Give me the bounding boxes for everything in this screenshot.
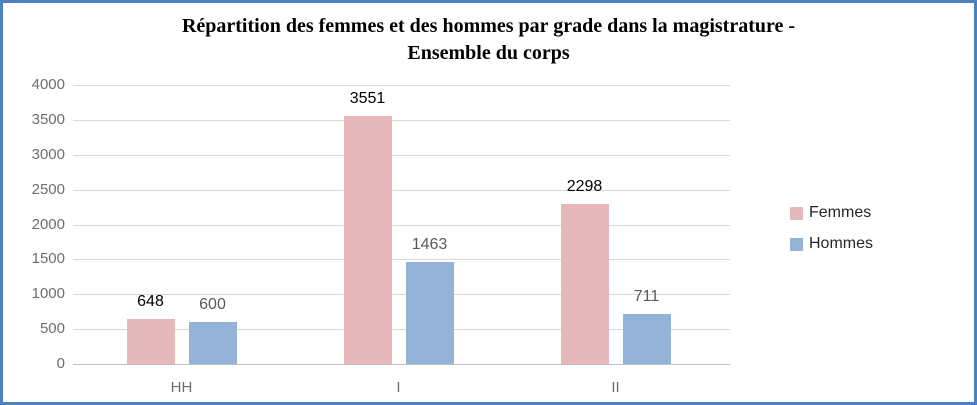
y-axis-tick-label: 3500	[31, 110, 65, 128]
chart-title-line2: Ensemble du corps	[407, 42, 570, 64]
y-axis-tick-label: 2000	[31, 215, 65, 233]
legend: Femmes Hommes	[790, 204, 873, 266]
bar-value-label-femmes-ii: 2298	[566, 177, 603, 195]
gridline	[73, 189, 730, 191]
bar-value-label-hommes-ii: 711	[633, 288, 660, 306]
bar-hommes-ii[interactable]	[622, 314, 671, 364]
gridline	[73, 259, 730, 261]
legend-swatch-femmes-icon	[790, 206, 803, 220]
y-axis-tick-label: 1500	[31, 250, 65, 268]
chart-title[interactable]: Répartition des femmes et des hommes par…	[3, 13, 974, 67]
y-axis-tick-label: 4000	[31, 76, 65, 93]
bar-value-label-femmes-hh: 648	[137, 292, 164, 310]
bar-femmes-hh[interactable]	[126, 318, 175, 364]
bar-hommes-i[interactable]	[405, 261, 454, 364]
bar-femmes-ii[interactable]	[560, 203, 609, 364]
gridline	[73, 85, 730, 86]
y-axis-tick-label: 3000	[31, 145, 65, 163]
x-axis-line	[73, 364, 730, 365]
legend-label-hommes: Hommes	[809, 235, 874, 252]
gridline	[73, 329, 730, 331]
y-axis-tick-label: 0	[56, 355, 65, 372]
legend-item-femmes[interactable]: Femmes	[790, 204, 873, 222]
chart-title-line1: Répartition des femmes et des hommes par…	[181, 15, 796, 37]
gridline	[73, 224, 730, 226]
legend-swatch-hommes-icon	[790, 237, 803, 251]
gridline	[73, 119, 730, 121]
bar-value-label-hommes-i: 1463	[411, 235, 448, 253]
legend-item-hommes[interactable]: Hommes	[790, 235, 873, 253]
y-axis-tick-label: 1000	[31, 285, 65, 303]
y-axis-tick-label: 2500	[31, 180, 65, 198]
gridline	[73, 154, 730, 156]
plot-area: 0 500 1000 1500 2000 2500 3000 3500 4000 HH 648 600…	[3, 3, 974, 402]
bar-value-label-hommes-hh: 600	[199, 296, 226, 314]
legend-label-femmes: Femmes	[809, 204, 872, 221]
x-axis-category-label-i: I	[396, 379, 401, 396]
gridline	[73, 294, 730, 296]
x-axis-category-label-ii: II	[611, 379, 620, 396]
x-axis-category-label-hh: HH	[170, 379, 193, 396]
bar-value-label-femmes-i: 3551	[349, 90, 386, 108]
bar-hommes-hh[interactable]	[188, 322, 237, 364]
bar-femmes-i[interactable]	[343, 116, 392, 364]
y-axis-tick-label: 500	[39, 320, 65, 338]
